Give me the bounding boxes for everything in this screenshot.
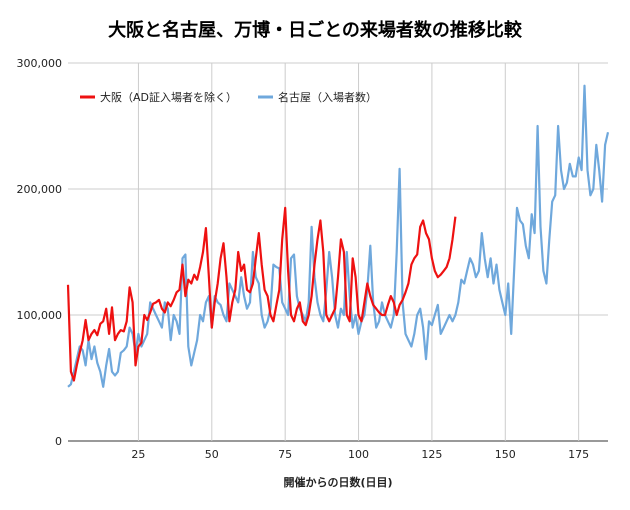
x-axis-label: 開催からの日数(日目) — [283, 475, 392, 489]
x-tick-label: 125 — [421, 448, 442, 461]
x-tick-label: 25 — [131, 448, 145, 461]
legend-label-nagoya: 名古屋（入場者数） — [278, 90, 377, 104]
x-tick-label: 175 — [568, 448, 589, 461]
series-line-osaka — [66, 206, 457, 382]
y-tick-label: 300,000 — [17, 57, 63, 70]
x-tick-label: 150 — [495, 448, 516, 461]
chart-title: 大阪と名古屋、万博・日ごとの来場者数の推移比較 — [108, 19, 523, 41]
y-tick-label: 200,000 — [17, 183, 63, 196]
x-tick-label: 75 — [278, 448, 292, 461]
legend: 大阪（AD証入場者を除く） 名古屋（入場者数） — [80, 90, 377, 104]
y-tick-label: 100,000 — [17, 309, 63, 322]
x-tick-label: 100 — [348, 448, 369, 461]
y-tick-label: 0 — [55, 435, 62, 448]
x-tick-label: 50 — [205, 448, 219, 461]
legend-label-osaka: 大阪（AD証入場者を除く） — [100, 90, 237, 104]
series-line-nagoya — [67, 84, 610, 388]
